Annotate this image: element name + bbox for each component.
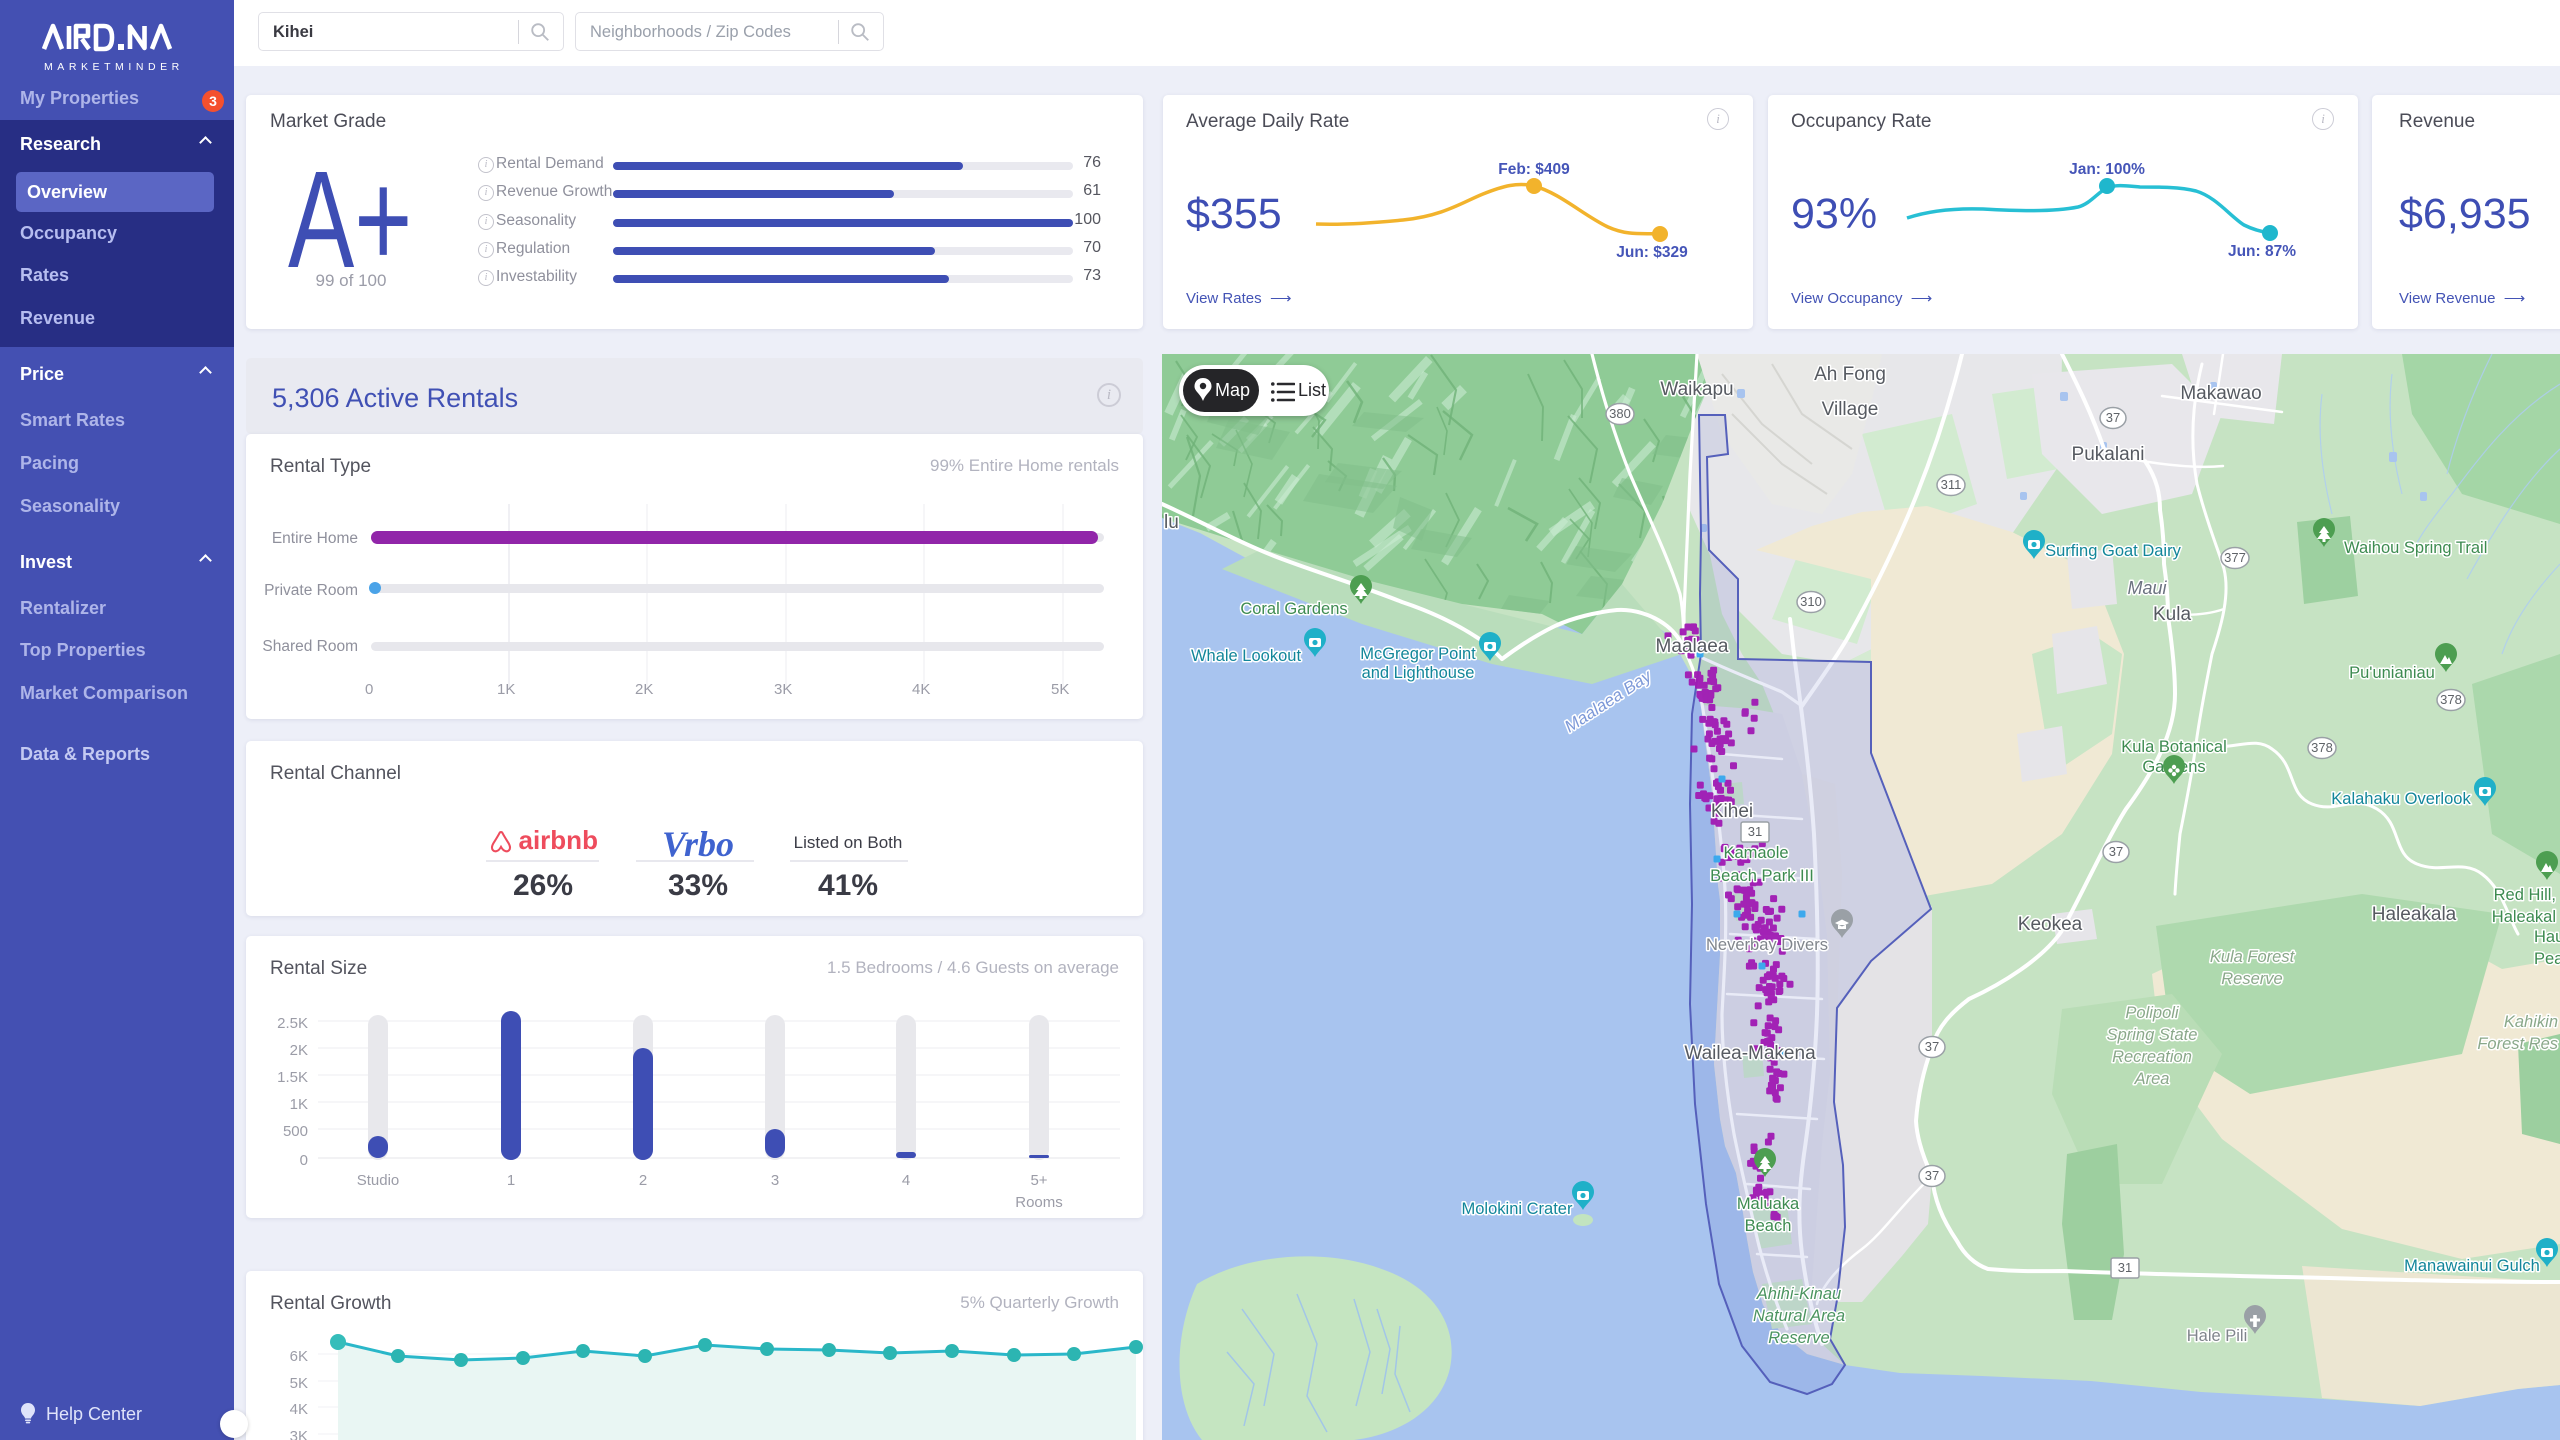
svg-text:MARKETMINDER: MARKETMINDER (44, 61, 184, 73)
svg-text:Beach Park III: Beach Park III (1710, 867, 1814, 885)
svg-text:5K: 5K (290, 1375, 308, 1392)
svg-text:37: 37 (1925, 1168, 1939, 1183)
svg-text:2: 2 (639, 1172, 647, 1189)
svg-text:5K: 5K (1051, 681, 1069, 698)
svg-text:2K: 2K (290, 1042, 308, 1059)
svg-text:2.5K: 2.5K (277, 1015, 308, 1032)
svg-text:4K: 4K (912, 681, 930, 698)
svg-text:6K: 6K (290, 1348, 308, 1365)
svg-text:1: 1 (507, 1172, 515, 1189)
svg-text:Maluaka: Maluaka (1737, 1195, 1800, 1213)
svg-text:Waikapu: Waikapu (1660, 379, 1733, 400)
svg-text:0: 0 (300, 1152, 308, 1169)
svg-text:37: 37 (2106, 410, 2120, 425)
svg-text:1.5K: 1.5K (277, 1069, 308, 1086)
svg-text:Pukalani: Pukalani (2072, 444, 2145, 465)
svg-text:4K: 4K (290, 1401, 308, 1418)
svg-text:Red Hill,: Red Hill, (2494, 886, 2556, 904)
svg-text:Waihou Spring Trail: Waihou Spring Trail (2344, 539, 2487, 557)
svg-text:Keokea: Keokea (2018, 914, 2083, 935)
svg-text:3K: 3K (774, 681, 792, 698)
svg-text:Feb: $409: Feb: $409 (1498, 161, 1570, 178)
svg-text:4: 4 (902, 1172, 910, 1189)
svg-text:Jan: 100%: Jan: 100% (2069, 161, 2145, 178)
svg-text:Ah Fong: Ah Fong (1814, 364, 1886, 385)
svg-text:3K: 3K (290, 1428, 308, 1440)
svg-text:Reserve: Reserve (1768, 1329, 1829, 1347)
svg-text:Neverbay Divers: Neverbay Divers (1706, 936, 1828, 954)
svg-text:Private Room: Private Room (264, 582, 358, 599)
svg-text:37: 37 (1925, 1039, 1939, 1054)
svg-text:Makawao: Makawao (2180, 383, 2261, 404)
svg-text:378: 378 (2311, 740, 2333, 755)
svg-text:Area: Area (2134, 1070, 2170, 1088)
svg-text:Studio: Studio (357, 1172, 400, 1189)
svg-text:2K: 2K (635, 681, 653, 698)
svg-text:310: 310 (1800, 594, 1822, 609)
svg-text:lu: lu (1164, 512, 1179, 533)
svg-text:Entire Home: Entire Home (272, 530, 358, 547)
svg-text:Manawainui Gulch: Manawainui Gulch (2404, 1257, 2540, 1275)
svg-text:Recreation: Recreation (2112, 1048, 2192, 1066)
svg-text:Shared Room: Shared Room (262, 638, 358, 655)
svg-text:37: 37 (2109, 844, 2123, 859)
svg-text:Kihei: Kihei (1711, 801, 1753, 822)
svg-text:Hale Pili: Hale Pili (2187, 1327, 2248, 1345)
svg-text:31: 31 (1748, 824, 1762, 839)
svg-text:and Lighthouse: and Lighthouse (1362, 664, 1475, 682)
svg-text:378: 378 (2440, 692, 2462, 707)
svg-text:Natural Area: Natural Area (1753, 1307, 1845, 1325)
svg-text:McGregor Point: McGregor Point (1360, 645, 1476, 663)
svg-text:Maui: Maui (2127, 578, 2167, 598)
svg-text:Village: Village (1822, 399, 1879, 420)
svg-text:1K: 1K (290, 1096, 308, 1113)
svg-text:5+: 5+ (1030, 1172, 1047, 1189)
svg-text:Kula Forest: Kula Forest (2210, 948, 2296, 966)
svg-text:Rooms: Rooms (1015, 1194, 1063, 1211)
svg-text:31: 31 (2118, 1260, 2132, 1275)
svg-text:311: 311 (1941, 477, 1962, 492)
svg-text:Haleakal: Haleakal (2492, 908, 2556, 926)
svg-text:Coral Gardens: Coral Gardens (1240, 600, 1347, 618)
svg-text:Peak: Peak (2534, 950, 2560, 968)
svg-text:Wailea-Makena: Wailea-Makena (1684, 1043, 1816, 1064)
svg-text:Kamaole: Kamaole (1723, 844, 1788, 862)
svg-text:Kahikin: Kahikin (2504, 1013, 2558, 1031)
svg-text:Spring State: Spring State (2107, 1026, 2198, 1044)
svg-text:Forest Res: Forest Res (2477, 1035, 2558, 1053)
svg-text:Jun: 87%: Jun: 87% (2228, 243, 2296, 260)
svg-text:3: 3 (771, 1172, 779, 1189)
svg-text:Surfing Goat Dairy: Surfing Goat Dairy (2045, 542, 2181, 560)
svg-text:Kalahaku Overlook: Kalahaku Overlook (2331, 790, 2471, 808)
svg-text:Jun: $329: Jun: $329 (1616, 244, 1688, 261)
svg-text:Ahihi-Kinau: Ahihi-Kinau (1756, 1285, 1841, 1303)
svg-text:Haleakala: Haleakala (2372, 904, 2457, 925)
svg-text:1K: 1K (497, 681, 515, 698)
svg-text:Kula: Kula (2153, 604, 2191, 625)
svg-text:0: 0 (365, 681, 373, 698)
svg-text:Reserve: Reserve (2221, 970, 2282, 988)
svg-text:377: 377 (2224, 550, 2246, 565)
svg-text:Whale Lookout: Whale Lookout (1191, 647, 1301, 665)
svg-text:Pu'unianiau: Pu'unianiau (2349, 664, 2435, 682)
svg-text:Molokini Crater: Molokini Crater (1462, 1200, 1573, 1218)
svg-text:Beach: Beach (1745, 1217, 1792, 1235)
svg-text:500: 500 (283, 1123, 308, 1140)
svg-text:Kula Botanical: Kula Botanical (2121, 738, 2227, 756)
svg-text:Maalaea: Maalaea (1656, 636, 1729, 657)
svg-text:Hau: Hau (2534, 928, 2560, 946)
svg-text:Polipoli: Polipoli (2125, 1004, 2180, 1022)
svg-text:380: 380 (1609, 406, 1631, 421)
